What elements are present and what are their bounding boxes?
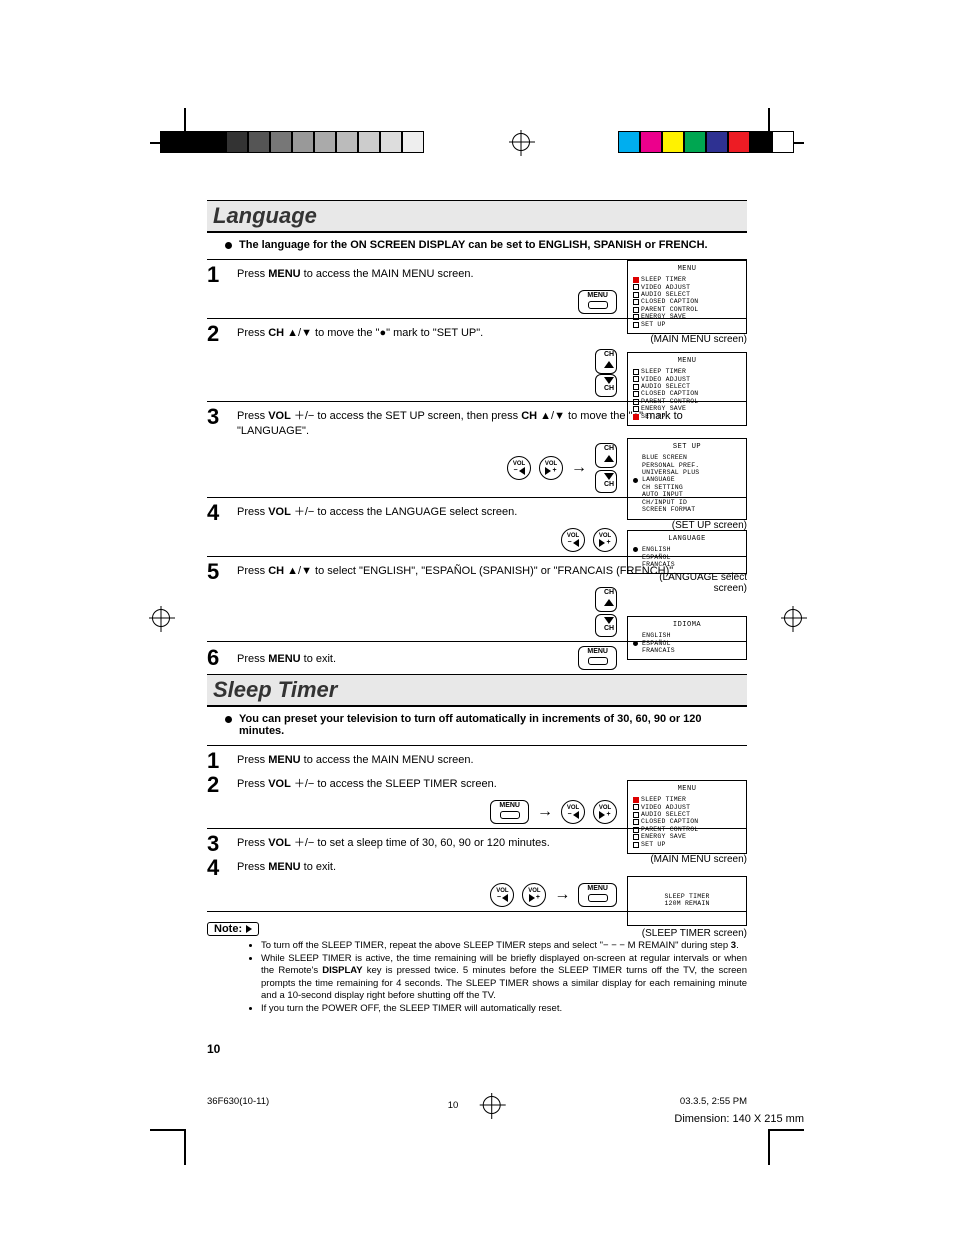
sleep-intro: You can preset your television to turn o…: [225, 713, 747, 737]
ch-up-button-icon: CH: [595, 349, 617, 374]
swatch: [706, 131, 728, 153]
arrow-icon: →: [537, 803, 553, 821]
swatch: [226, 131, 248, 153]
vol-minus-icon: VOL−: [561, 800, 585, 824]
swatch: [380, 131, 402, 153]
osd-screenshot: SET UPBLUE SCREENPERSONAL PREF.UNIVERSAL…: [627, 438, 747, 520]
menu-button-icon: MENU: [578, 646, 617, 670]
dimension-note: Dimension: 140 X 215 mm: [674, 1113, 804, 1125]
vol-minus-icon: VOL−: [561, 528, 585, 552]
vol-plus-icon: VOL+: [593, 800, 617, 824]
arrow-icon: →: [554, 886, 570, 904]
color-bar: [0, 130, 954, 154]
ch-down-button-icon: CH: [595, 470, 617, 493]
register-mark: [512, 133, 530, 151]
swatch: [248, 131, 270, 153]
osd-screenshot: MENUSLEEP TIMERVIDEO ADJUSTAUDIO SELECTC…: [627, 260, 747, 334]
swatch: [358, 131, 380, 153]
vol-plus-icon: VOL+: [522, 883, 546, 907]
note-label: Note:: [207, 922, 259, 936]
swatch: [292, 131, 314, 153]
vol-plus-icon: VOL+: [539, 456, 563, 480]
swatch: [336, 131, 358, 153]
osd-screenshot: SLEEP TIMER 120M REMAIN: [627, 876, 747, 926]
swatch: [728, 131, 750, 153]
swatch: [618, 131, 640, 153]
step: 1 Press MENU to access the MAIN MENU scr…: [207, 750, 747, 772]
menu-button-icon: MENU: [490, 800, 529, 824]
osd-caption: (SLEEP TIMER screen): [642, 928, 747, 939]
swatch: [160, 131, 182, 153]
osd-caption: (MAIN MENU screen): [650, 854, 747, 865]
register-mark: [778, 609, 808, 627]
crop-mark: [150, 1129, 186, 1165]
swatch: [314, 131, 336, 153]
osd-screenshot: MENUSLEEP TIMERVIDEO ADJUSTAUDIO SELECTC…: [627, 352, 747, 426]
osd-caption: (LANGUAGE select screen): [625, 572, 747, 594]
footer-center: 10: [448, 1100, 459, 1111]
osd-caption: (MAIN MENU screen): [650, 334, 747, 345]
crop-mark: [768, 1129, 804, 1165]
swatch: [684, 131, 706, 153]
footer-right: 03.3.5, 2:55 PM: [680, 1096, 747, 1107]
step-text: Press MENU to exit.: [237, 649, 570, 667]
swatch: [402, 131, 424, 153]
ch-down-button-icon: CH: [595, 614, 617, 637]
ch-up-button-icon: CH: [595, 443, 617, 468]
register-mark: [146, 609, 176, 627]
page-number: 10: [207, 1042, 220, 1056]
osd-screenshot: LANGUAGEENGLISHESPAÑOLFRANCAIS: [627, 530, 747, 574]
swatch: [640, 131, 662, 153]
vol-minus-icon: VOL−: [507, 456, 531, 480]
osd-screenshot: MENUSLEEP TIMERVIDEO ADJUSTAUDIO SELECTC…: [627, 780, 747, 854]
swatch: [270, 131, 292, 153]
section-title-language: Language: [207, 200, 747, 233]
vol-minus-icon: VOL−: [490, 883, 514, 907]
menu-button-icon: MENU: [578, 883, 617, 907]
ch-up-button-icon: CH: [595, 587, 617, 612]
language-intro: The language for the ON SCREEN DISPLAY c…: [225, 239, 747, 251]
footer-left: 36F630(10-11): [207, 1096, 269, 1107]
swatch: [662, 131, 684, 153]
vol-plus-icon: VOL+: [593, 528, 617, 552]
swatch: [204, 131, 226, 153]
arrow-icon: →: [571, 459, 587, 477]
swatch: [750, 131, 772, 153]
footer: 36F630(10-11) 10 03.3.5, 2:55 PM: [207, 1096, 747, 1107]
menu-button-icon: MENU: [578, 290, 617, 314]
step-text: Press MENU to access the MAIN MENU scree…: [237, 750, 747, 768]
osd-screenshot: IDIOMAENGLISHESPAÑOLFRANCAIS: [627, 616, 747, 660]
note-item: If you turn the POWER OFF, the SLEEP TIM…: [261, 1003, 747, 1015]
swatch: [772, 131, 794, 153]
swatch: [182, 131, 204, 153]
page-body: Language The language for the ON SCREEN …: [207, 196, 747, 1056]
ch-down-button-icon: CH: [595, 374, 617, 397]
sheet: Language The language for the ON SCREEN …: [0, 0, 954, 1235]
